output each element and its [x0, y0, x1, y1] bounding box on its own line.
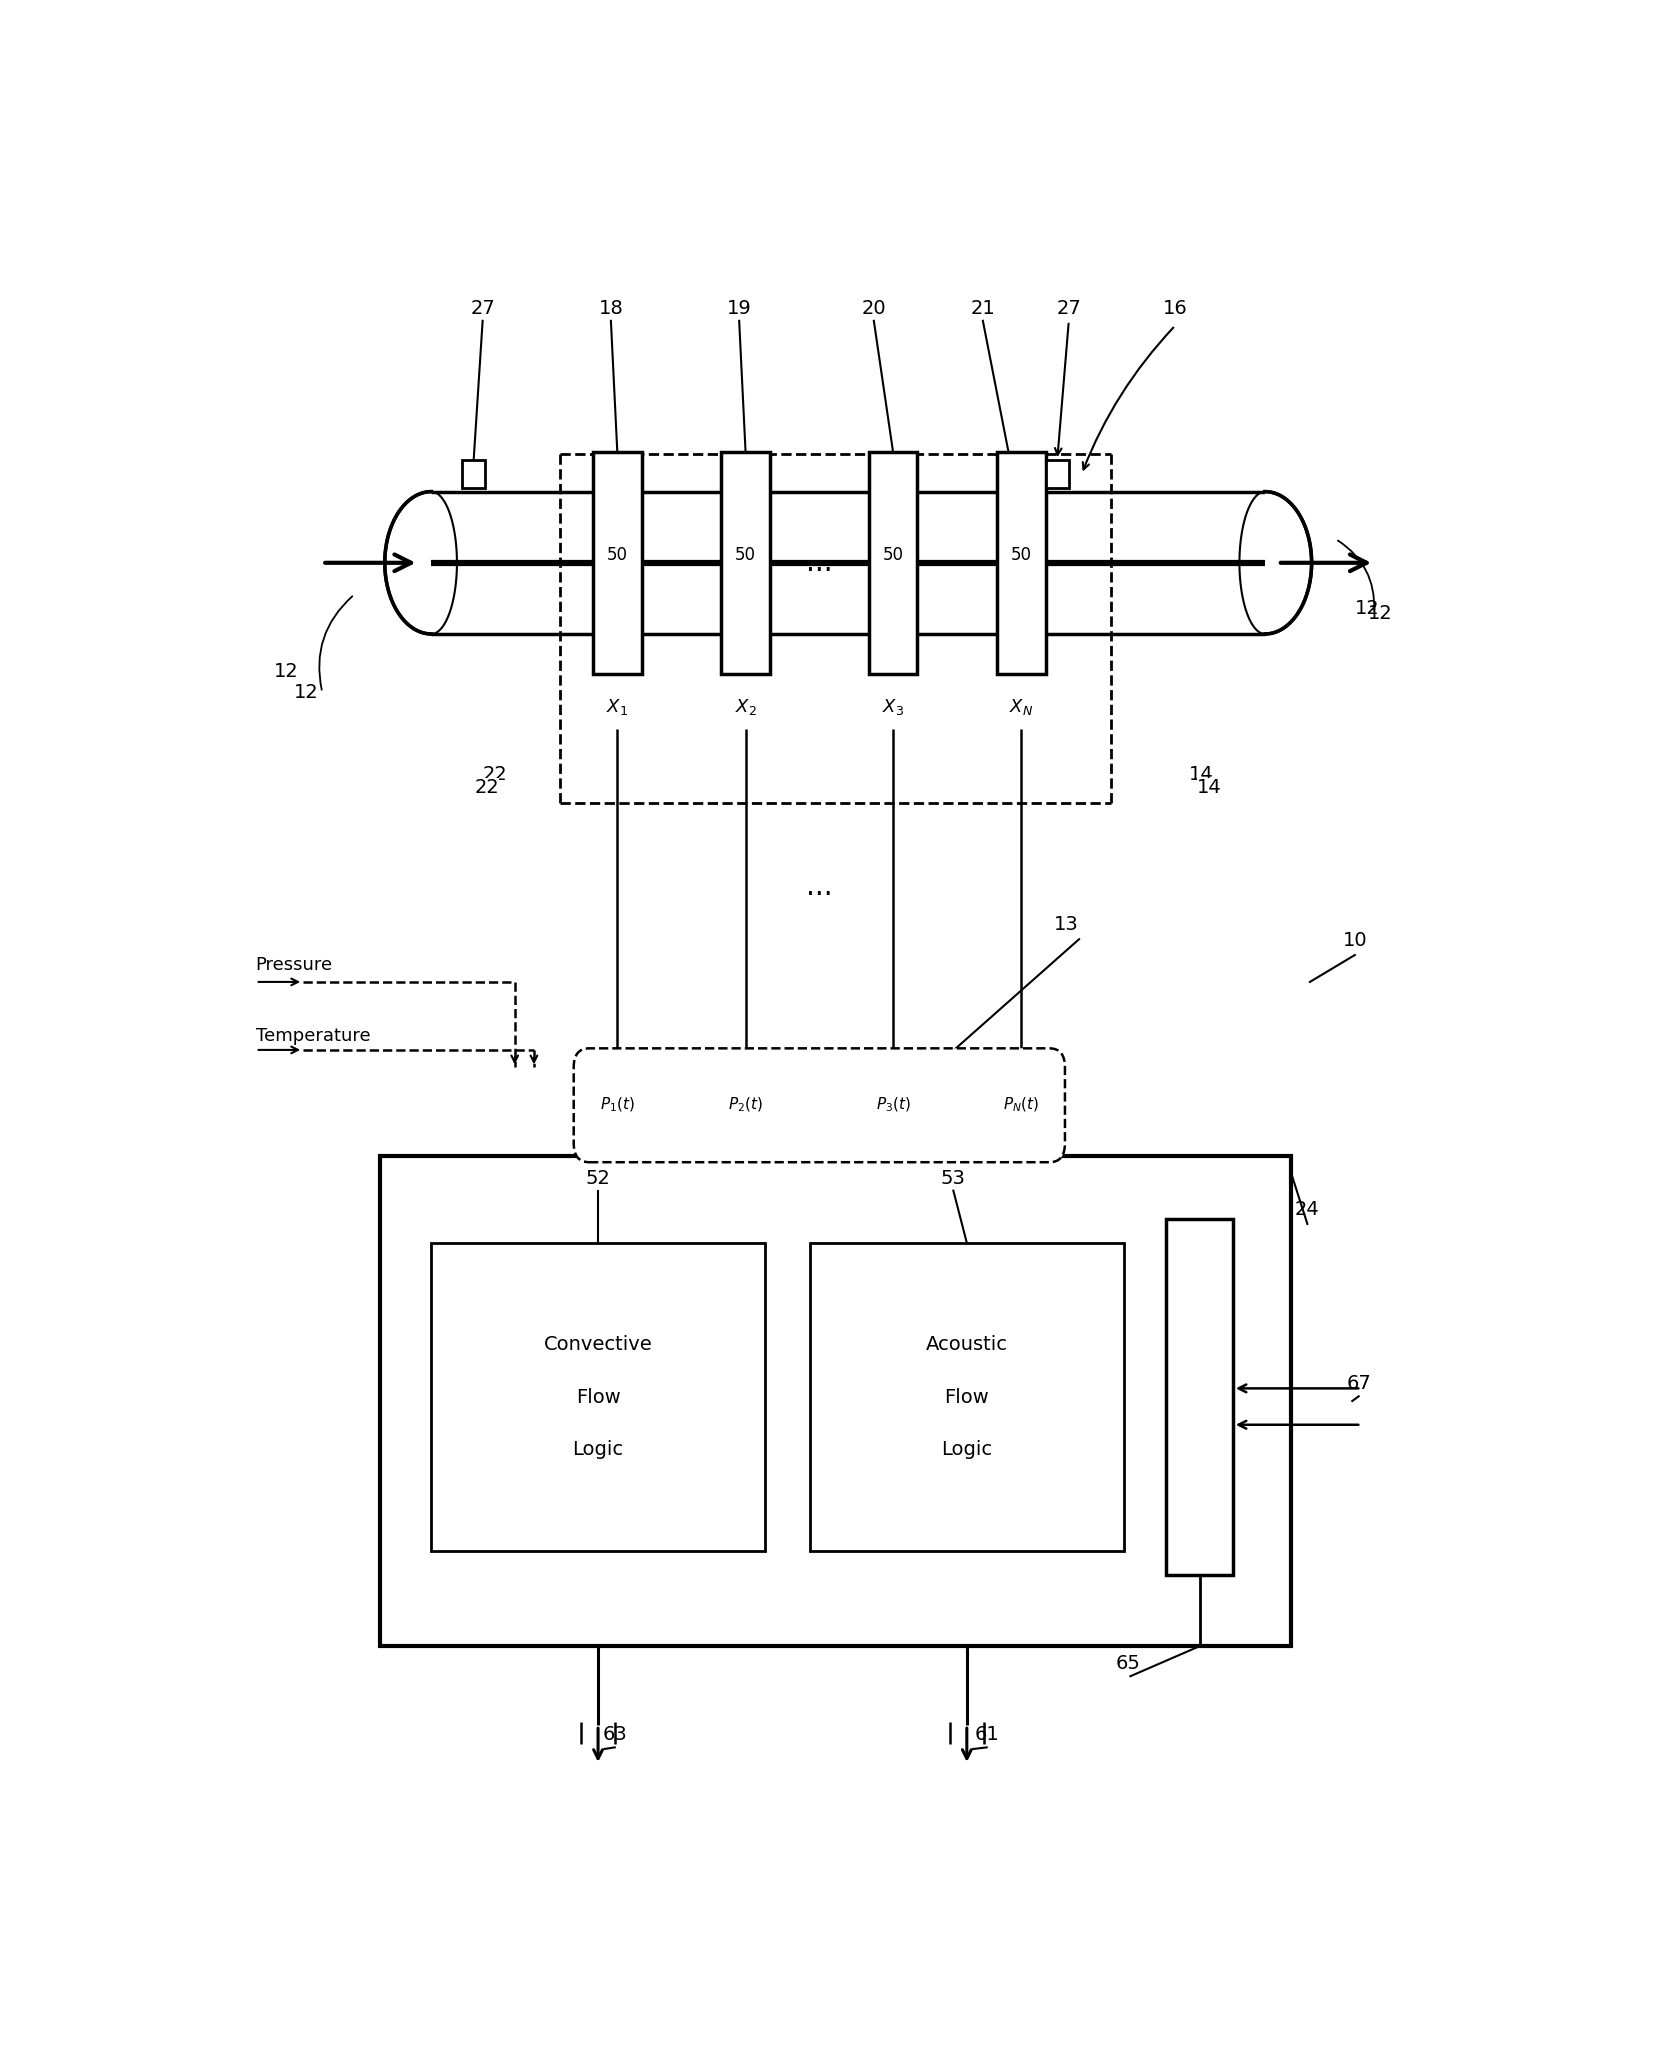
Text: 10: 10	[1342, 930, 1367, 951]
Text: 12: 12	[275, 661, 300, 682]
Text: $P_3(t)$: $P_3(t)$	[875, 1097, 910, 1115]
Text: 24: 24	[1294, 1200, 1319, 1220]
Bar	[462, 460, 485, 489]
Text: 14: 14	[1188, 766, 1213, 785]
Text: 16: 16	[1163, 298, 1188, 318]
Bar	[722, 452, 770, 674]
Text: 65: 65	[1115, 1653, 1140, 1674]
Polygon shape	[1264, 491, 1312, 635]
Text: Flow: Flow	[576, 1389, 621, 1407]
Text: ...: ...	[806, 873, 832, 902]
Text: 12: 12	[1355, 600, 1380, 618]
Text: 12: 12	[295, 684, 319, 702]
Bar	[432, 1243, 765, 1551]
Text: $X_3$: $X_3$	[882, 696, 904, 717]
Text: $X_N$: $X_N$	[1010, 696, 1033, 717]
Text: 22: 22	[475, 778, 500, 797]
Text: 18: 18	[599, 298, 624, 318]
Text: $X_2$: $X_2$	[735, 696, 756, 717]
Bar	[1167, 1220, 1233, 1575]
Polygon shape	[384, 491, 432, 635]
Text: 22: 22	[475, 778, 500, 797]
Text: $P_2(t)$: $P_2(t)$	[728, 1097, 763, 1115]
Text: Temperature: Temperature	[255, 1027, 371, 1045]
Text: 22: 22	[483, 766, 508, 785]
Text: $X_1$: $X_1$	[606, 696, 629, 717]
Text: 61: 61	[975, 1725, 1000, 1744]
Text: 14: 14	[1197, 778, 1221, 797]
Bar	[809, 1243, 1124, 1551]
Text: 13: 13	[1054, 916, 1079, 935]
Text: Convective: Convective	[544, 1335, 652, 1354]
Text: Flow: Flow	[945, 1389, 990, 1407]
Bar	[592, 452, 642, 674]
Text: 53: 53	[942, 1169, 967, 1187]
Text: 20: 20	[862, 298, 885, 318]
Text: 27: 27	[1056, 298, 1081, 318]
Text: 50: 50	[735, 546, 756, 565]
Text: 21: 21	[970, 298, 995, 318]
Text: 50: 50	[607, 546, 627, 565]
Text: 14: 14	[1197, 778, 1221, 797]
FancyBboxPatch shape	[574, 1048, 1064, 1163]
Text: 27: 27	[470, 298, 495, 318]
Text: Pressure: Pressure	[255, 955, 333, 974]
Bar	[869, 452, 917, 674]
Bar	[996, 452, 1046, 674]
Text: $P_N(t)$: $P_N(t)$	[1003, 1097, 1039, 1115]
Bar	[1046, 460, 1069, 489]
Text: $P_1(t)$: $P_1(t)$	[599, 1097, 636, 1115]
Text: Logic: Logic	[573, 1440, 624, 1458]
Text: 52: 52	[586, 1169, 611, 1187]
Text: Acoustic: Acoustic	[925, 1335, 1008, 1354]
Bar	[381, 1156, 1291, 1645]
Text: 63: 63	[602, 1725, 627, 1744]
Text: 12: 12	[1367, 604, 1392, 622]
Text: 67: 67	[1346, 1374, 1370, 1393]
Text: 50: 50	[1011, 546, 1031, 565]
Text: 19: 19	[727, 298, 751, 318]
Text: Logic: Logic	[942, 1440, 993, 1458]
Text: Control Logic: Control Logic	[1190, 1343, 1208, 1452]
Text: 50: 50	[882, 546, 904, 565]
Text: ...: ...	[806, 548, 832, 577]
